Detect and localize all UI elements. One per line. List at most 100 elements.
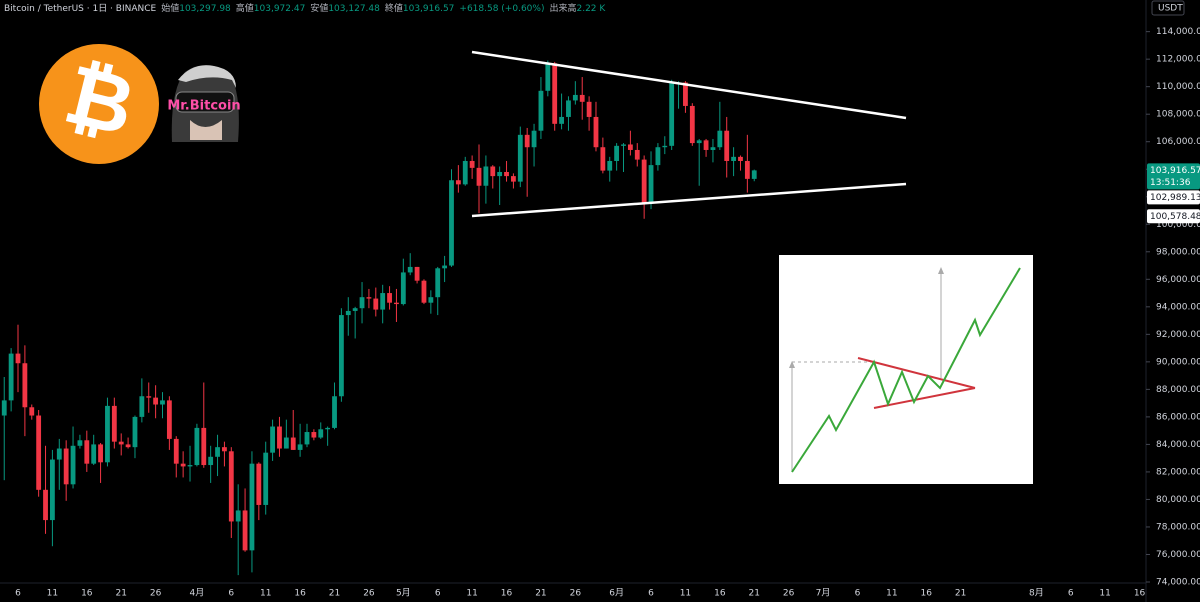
x-tick-label: 16 [714,589,726,599]
y-tick-label: 96,000.00 [1156,275,1200,285]
price-tag-label: 102,989.13 [1150,193,1200,203]
x-tick-label: 8月 [1029,588,1044,599]
pattern-illustration [779,255,1033,484]
candle-body [366,297,372,299]
y-tick-label: 94,000.00 [1156,302,1200,312]
candle-body [153,397,159,405]
candle-body [442,265,448,269]
candle-body [731,156,737,161]
candle-body [215,447,220,457]
y-tick-label: 98,000.00 [1156,247,1200,257]
candle-body [318,429,324,438]
candle-body [359,297,365,309]
candle-body [545,63,551,91]
candle-body [15,353,21,364]
candle-body [228,451,234,522]
candle-body [724,130,730,161]
x-tick-label: 11 [260,589,271,599]
candle-body [201,427,207,466]
x-tick-label: 16 [501,589,513,599]
x-tick-label: 16 [921,589,933,599]
candle-body [497,171,503,177]
candle-body [579,94,585,102]
candle-body [235,510,241,522]
price-tag-label: 100,578.48 [1150,212,1200,222]
candle-body [394,302,399,305]
y-tick-label: 114,000.00 [1156,27,1200,37]
candle-body [648,165,654,204]
x-tick-label: 6 [15,589,21,599]
x-tick-label: 6 [435,589,441,599]
trend-line [471,182,907,218]
candle-body [84,440,90,464]
candle-body [180,463,186,467]
candle-body [703,140,709,150]
y-tick-label: 108,000.00 [1156,110,1200,120]
avatar: Mr.Bitcoin [167,65,241,142]
inset-arrowhead [938,267,944,274]
y-tick-label: 86,000.00 [1156,412,1200,422]
inset-arrowhead [789,361,795,368]
candle-body [717,130,723,148]
candle-body [36,415,42,490]
candle-body [710,147,716,150]
candle-body [146,396,152,398]
candle-body [559,116,564,124]
x-tick-label: 6 [855,589,861,599]
candle-body [511,176,516,182]
candle-body [738,156,743,161]
candle-body [373,298,379,310]
candle-body [476,167,482,186]
candle-body [325,427,331,430]
candle-body [297,444,303,450]
header-text: 高値 [236,2,254,14]
candle-body [98,444,103,463]
candle-body [160,400,165,405]
candle-body [125,444,131,448]
candle-body [531,130,537,148]
x-tick-label: 6月 [609,588,624,599]
candle-body [524,134,530,148]
candle-body [49,459,55,521]
candle-body [118,441,124,445]
x-tick-label: 21 [535,589,546,599]
candle-body [387,293,392,303]
x-tick-label: 26 [150,589,162,599]
x-tick-label: 16 [81,589,93,599]
x-tick-label: 11 [886,589,897,599]
y-tick-label: 76,000.00 [1156,550,1200,560]
x-tick-label: 11 [466,589,477,599]
candle-body [166,400,172,439]
candle-body [111,405,117,442]
header-text: 103,297.98 [179,4,231,14]
candle-body [256,463,262,505]
header-text: 始値 [161,2,179,14]
unit-box [1151,0,1185,16]
candle-body [655,147,661,166]
header-text: 103,972.47 [254,4,306,14]
candle-body [593,116,599,148]
candle-body [277,426,282,449]
candle-body [449,180,454,266]
candle-body [105,405,110,463]
candle-body [600,147,606,171]
x-tick-label: 7月 [816,588,831,599]
y-tick-label: 88,000.00 [1156,385,1200,395]
price-tag [1147,209,1200,224]
x-tick-label: 26 [363,589,375,599]
candle-body [586,101,592,117]
candle-body [627,144,633,150]
y-tick-label: 78,000.00 [1156,522,1200,532]
candle-body [380,293,386,310]
candle-body [173,438,179,464]
header-text: 103,127.48 [328,4,380,14]
candle-body [77,440,83,446]
header-text: 出来高 [549,2,576,14]
price-tag-countdown: 13:51:36 [1150,178,1191,188]
candle-body [194,427,200,466]
candle-body [1,400,7,416]
y-tick-label: 100,000.00 [1156,220,1200,230]
avatar-hair [178,65,236,88]
header-text: +618.58 (+0.60%) [459,4,544,14]
